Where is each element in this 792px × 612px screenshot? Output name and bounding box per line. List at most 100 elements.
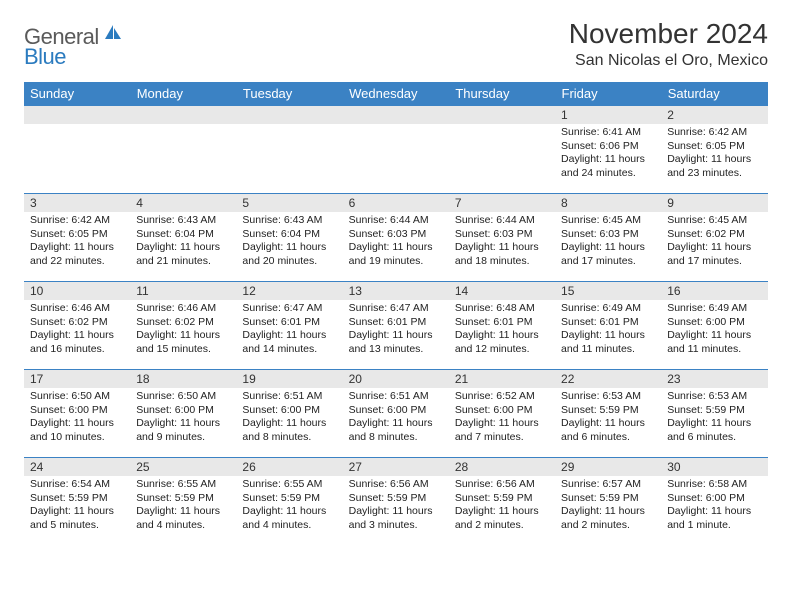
- day-number: 2: [661, 106, 767, 124]
- day-number: 30: [661, 458, 767, 476]
- day-info: Sunrise: 6:58 AMSunset: 6:00 PMDaylight:…: [661, 476, 767, 537]
- calendar-day-cell: 25Sunrise: 6:55 AMSunset: 5:59 PMDayligh…: [130, 458, 236, 546]
- calendar-day-cell: 1Sunrise: 6:41 AMSunset: 6:06 PMDaylight…: [555, 106, 661, 194]
- calendar-day-cell: 10Sunrise: 6:46 AMSunset: 6:02 PMDayligh…: [24, 282, 130, 370]
- calendar-day-cell: 2Sunrise: 6:42 AMSunset: 6:05 PMDaylight…: [661, 106, 767, 194]
- day-info: Sunrise: 6:50 AMSunset: 6:00 PMDaylight:…: [24, 388, 130, 449]
- calendar-day-cell: 21Sunrise: 6:52 AMSunset: 6:00 PMDayligh…: [449, 370, 555, 458]
- weekday-header: Wednesday: [343, 82, 449, 106]
- day-info: Sunrise: 6:46 AMSunset: 6:02 PMDaylight:…: [130, 300, 236, 361]
- calendar-week-row: 17Sunrise: 6:50 AMSunset: 6:00 PMDayligh…: [24, 370, 768, 458]
- day-number: 3: [24, 194, 130, 212]
- calendar-day-cell: 19Sunrise: 6:51 AMSunset: 6:00 PMDayligh…: [236, 370, 342, 458]
- day-info: Sunrise: 6:48 AMSunset: 6:01 PMDaylight:…: [449, 300, 555, 361]
- calendar-day-cell: 20Sunrise: 6:51 AMSunset: 6:00 PMDayligh…: [343, 370, 449, 458]
- day-number: 14: [449, 282, 555, 300]
- empty-day-header: [236, 106, 342, 124]
- header: General November 2024 San Nicolas el Oro…: [24, 18, 768, 70]
- day-info: Sunrise: 6:50 AMSunset: 6:00 PMDaylight:…: [130, 388, 236, 449]
- weekday-header: Friday: [555, 82, 661, 106]
- calendar-day-cell: 24Sunrise: 6:54 AMSunset: 5:59 PMDayligh…: [24, 458, 130, 546]
- calendar-table: SundayMondayTuesdayWednesdayThursdayFrid…: [24, 82, 768, 546]
- day-number: 9: [661, 194, 767, 212]
- day-info: Sunrise: 6:49 AMSunset: 6:01 PMDaylight:…: [555, 300, 661, 361]
- day-info: Sunrise: 6:55 AMSunset: 5:59 PMDaylight:…: [236, 476, 342, 537]
- day-number: 17: [24, 370, 130, 388]
- day-number: 20: [343, 370, 449, 388]
- day-info: Sunrise: 6:51 AMSunset: 6:00 PMDaylight:…: [236, 388, 342, 449]
- weekday-header-row: SundayMondayTuesdayWednesdayThursdayFrid…: [24, 82, 768, 106]
- day-number: 5: [236, 194, 342, 212]
- day-info: Sunrise: 6:45 AMSunset: 6:02 PMDaylight:…: [661, 212, 767, 273]
- calendar-day-cell: 18Sunrise: 6:50 AMSunset: 6:00 PMDayligh…: [130, 370, 236, 458]
- calendar-week-row: 3Sunrise: 6:42 AMSunset: 6:05 PMDaylight…: [24, 194, 768, 282]
- weekday-header: Thursday: [449, 82, 555, 106]
- calendar-day-cell: 8Sunrise: 6:45 AMSunset: 6:03 PMDaylight…: [555, 194, 661, 282]
- empty-day-header: [130, 106, 236, 124]
- calendar-day-cell: 27Sunrise: 6:56 AMSunset: 5:59 PMDayligh…: [343, 458, 449, 546]
- weekday-header: Tuesday: [236, 82, 342, 106]
- calendar-day-cell: 12Sunrise: 6:47 AMSunset: 6:01 PMDayligh…: [236, 282, 342, 370]
- calendar-day-cell: 28Sunrise: 6:56 AMSunset: 5:59 PMDayligh…: [449, 458, 555, 546]
- day-info: Sunrise: 6:42 AMSunset: 6:05 PMDaylight:…: [661, 124, 767, 185]
- day-number: 11: [130, 282, 236, 300]
- day-number: 12: [236, 282, 342, 300]
- calendar-day-cell: 30Sunrise: 6:58 AMSunset: 6:00 PMDayligh…: [661, 458, 767, 546]
- day-info: Sunrise: 6:43 AMSunset: 6:04 PMDaylight:…: [130, 212, 236, 273]
- day-info: Sunrise: 6:55 AMSunset: 5:59 PMDaylight:…: [130, 476, 236, 537]
- calendar-day-cell: 7Sunrise: 6:44 AMSunset: 6:03 PMDaylight…: [449, 194, 555, 282]
- day-number: 24: [24, 458, 130, 476]
- day-info: Sunrise: 6:54 AMSunset: 5:59 PMDaylight:…: [24, 476, 130, 537]
- weekday-header: Monday: [130, 82, 236, 106]
- day-number: 10: [24, 282, 130, 300]
- calendar-day-cell: 3Sunrise: 6:42 AMSunset: 6:05 PMDaylight…: [24, 194, 130, 282]
- day-info: Sunrise: 6:42 AMSunset: 6:05 PMDaylight:…: [24, 212, 130, 273]
- day-info: Sunrise: 6:47 AMSunset: 6:01 PMDaylight:…: [343, 300, 449, 361]
- calendar-day-cell: [449, 106, 555, 194]
- day-info: Sunrise: 6:45 AMSunset: 6:03 PMDaylight:…: [555, 212, 661, 273]
- day-info: Sunrise: 6:43 AMSunset: 6:04 PMDaylight:…: [236, 212, 342, 273]
- calendar-day-cell: 16Sunrise: 6:49 AMSunset: 6:00 PMDayligh…: [661, 282, 767, 370]
- day-number: 16: [661, 282, 767, 300]
- calendar-day-cell: 14Sunrise: 6:48 AMSunset: 6:01 PMDayligh…: [449, 282, 555, 370]
- day-number: 15: [555, 282, 661, 300]
- day-info: Sunrise: 6:46 AMSunset: 6:02 PMDaylight:…: [24, 300, 130, 361]
- calendar-day-cell: 11Sunrise: 6:46 AMSunset: 6:02 PMDayligh…: [130, 282, 236, 370]
- day-number: 13: [343, 282, 449, 300]
- day-info: Sunrise: 6:51 AMSunset: 6:00 PMDaylight:…: [343, 388, 449, 449]
- calendar-day-cell: 4Sunrise: 6:43 AMSunset: 6:04 PMDaylight…: [130, 194, 236, 282]
- day-info: Sunrise: 6:56 AMSunset: 5:59 PMDaylight:…: [449, 476, 555, 537]
- day-number: 27: [343, 458, 449, 476]
- calendar-day-cell: 17Sunrise: 6:50 AMSunset: 6:00 PMDayligh…: [24, 370, 130, 458]
- calendar-body: 1Sunrise: 6:41 AMSunset: 6:06 PMDaylight…: [24, 106, 768, 546]
- calendar-day-cell: 22Sunrise: 6:53 AMSunset: 5:59 PMDayligh…: [555, 370, 661, 458]
- calendar-day-cell: [343, 106, 449, 194]
- day-info: Sunrise: 6:53 AMSunset: 5:59 PMDaylight:…: [555, 388, 661, 449]
- day-info: Sunrise: 6:53 AMSunset: 5:59 PMDaylight:…: [661, 388, 767, 449]
- location-label: San Nicolas el Oro, Mexico: [569, 52, 768, 70]
- calendar-day-cell: 5Sunrise: 6:43 AMSunset: 6:04 PMDaylight…: [236, 194, 342, 282]
- day-number: 26: [236, 458, 342, 476]
- calendar-day-cell: [236, 106, 342, 194]
- day-info: Sunrise: 6:41 AMSunset: 6:06 PMDaylight:…: [555, 124, 661, 185]
- logo-text-2: Blue: [24, 44, 66, 69]
- day-number: 29: [555, 458, 661, 476]
- title-block: November 2024 San Nicolas el Oro, Mexico: [569, 18, 768, 70]
- calendar-day-cell: 6Sunrise: 6:44 AMSunset: 6:03 PMDaylight…: [343, 194, 449, 282]
- day-number: 7: [449, 194, 555, 212]
- calendar-week-row: 10Sunrise: 6:46 AMSunset: 6:02 PMDayligh…: [24, 282, 768, 370]
- calendar-day-cell: 9Sunrise: 6:45 AMSunset: 6:02 PMDaylight…: [661, 194, 767, 282]
- calendar-day-cell: 13Sunrise: 6:47 AMSunset: 6:01 PMDayligh…: [343, 282, 449, 370]
- empty-day-header: [343, 106, 449, 124]
- calendar-day-cell: [24, 106, 130, 194]
- day-number: 19: [236, 370, 342, 388]
- day-number: 18: [130, 370, 236, 388]
- day-number: 28: [449, 458, 555, 476]
- weekday-header: Sunday: [24, 82, 130, 106]
- calendar-day-cell: 29Sunrise: 6:57 AMSunset: 5:59 PMDayligh…: [555, 458, 661, 546]
- empty-day-header: [24, 106, 130, 124]
- day-number: 4: [130, 194, 236, 212]
- logo-sail-icon: [103, 23, 123, 48]
- day-info: Sunrise: 6:56 AMSunset: 5:59 PMDaylight:…: [343, 476, 449, 537]
- empty-day-header: [449, 106, 555, 124]
